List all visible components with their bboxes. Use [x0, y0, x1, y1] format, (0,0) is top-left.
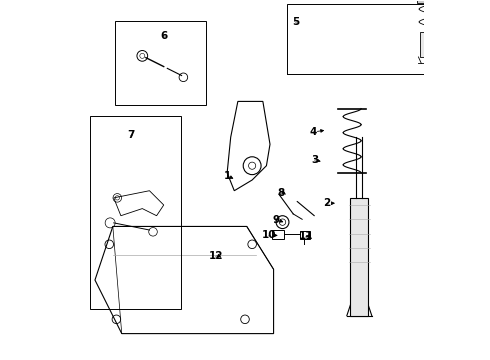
Text: 3: 3	[311, 156, 318, 165]
Bar	[287, 4, 490, 74]
Bar	[416, 0, 435, 3]
Text: 10: 10	[262, 230, 276, 240]
Text: 2: 2	[323, 198, 331, 208]
Text: 12: 12	[209, 251, 223, 261]
Text: 11: 11	[299, 231, 314, 241]
Text: 7: 7	[128, 130, 135, 140]
Text: 4: 4	[309, 127, 317, 137]
Text: 9: 9	[272, 215, 280, 225]
Text: 6: 6	[160, 31, 167, 41]
Bar	[350, 198, 368, 316]
Text: 1: 1	[224, 171, 231, 181]
Bar	[272, 230, 284, 239]
Bar	[420, 32, 431, 57]
Bar	[115, 21, 206, 105]
Bar	[300, 231, 310, 239]
Text: 8: 8	[277, 188, 284, 198]
Bar	[90, 116, 181, 309]
Text: 5: 5	[292, 17, 299, 27]
